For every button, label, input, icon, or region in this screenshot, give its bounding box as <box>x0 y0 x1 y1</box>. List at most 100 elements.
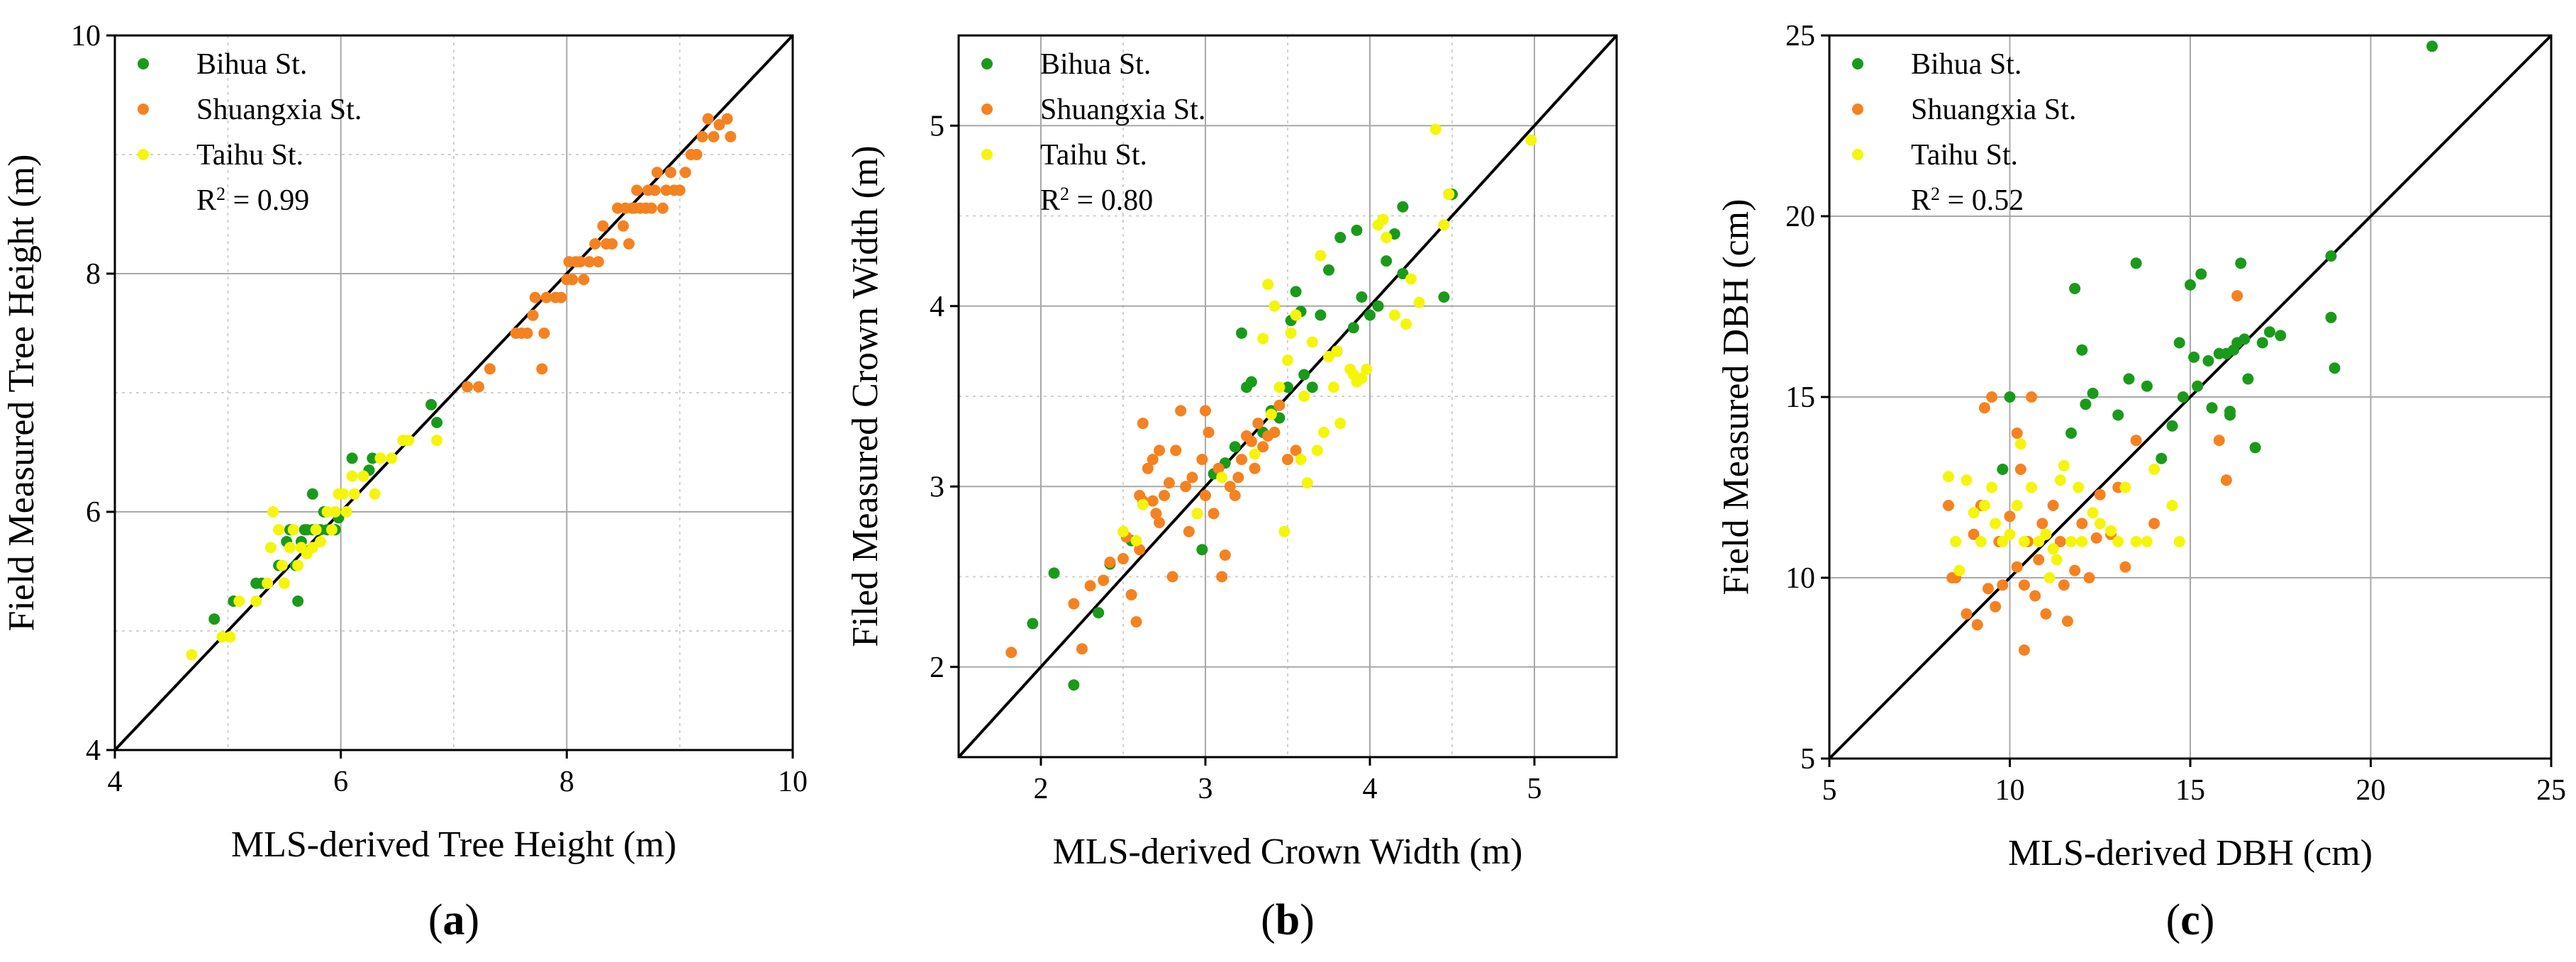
point-bihua-st <box>2080 398 2092 410</box>
y-tick-label: 20 <box>1785 201 1815 233</box>
point-taihu-st <box>1117 525 1129 537</box>
scatter-points-a <box>186 113 737 661</box>
point-taihu-st <box>2105 525 2117 537</box>
point-shuangxia-st <box>2130 435 2142 447</box>
point-taihu-st <box>1311 444 1323 457</box>
panel-label-b: (b) <box>1261 896 1315 944</box>
point-shuangxia-st <box>1978 402 1990 414</box>
y-tick-label: 5 <box>1800 743 1815 776</box>
panel-label-c: (c) <box>2166 896 2215 944</box>
point-taihu-st <box>1377 213 1389 225</box>
scatter-points-b <box>1005 123 1537 691</box>
point-bihua-st <box>2238 333 2251 345</box>
point-shuangxia-st <box>574 256 586 268</box>
point-shuangxia-st <box>649 184 661 196</box>
point-taihu-st <box>1978 500 1990 511</box>
point-shuangxia-st <box>2058 579 2070 591</box>
point-bihua-st <box>346 452 358 464</box>
point-bihua-st <box>2141 380 2153 392</box>
point-taihu-st <box>1130 535 1142 547</box>
point-taihu-st <box>2011 500 2023 511</box>
point-shuangxia-st <box>702 113 714 125</box>
y-tick-label: 5 <box>930 110 944 142</box>
point-taihu-st <box>1525 134 1537 146</box>
point-shuangxia-st <box>1098 574 1110 586</box>
x-tick-label: 4 <box>1363 773 1378 805</box>
point-taihu-st <box>1265 408 1277 420</box>
y-tick-label: 10 <box>1785 562 1815 595</box>
point-shuangxia-st <box>708 130 720 142</box>
point-bihua-st <box>1381 255 1393 267</box>
point-taihu-st <box>1990 518 2002 530</box>
point-taihu-st <box>346 470 358 482</box>
x-axis-title-a: MLS-derived Tree Height (m) <box>231 824 676 865</box>
point-bihua-st <box>2188 351 2200 363</box>
point-taihu-st <box>1405 273 1417 285</box>
point-taihu-st <box>2130 536 2142 547</box>
point-taihu-st <box>2112 536 2124 547</box>
point-taihu-st <box>321 506 333 518</box>
point-shuangxia-st <box>1942 500 1954 511</box>
panel-c: 5 10 15 20 25 5 10 15 20 25 Bihua St. Shuangxia S… <box>1716 20 2566 944</box>
point-shuangxia-st <box>618 220 629 232</box>
point-bihua-st <box>2263 326 2275 338</box>
point-taihu-st <box>250 595 262 607</box>
point-bihua-st <box>1048 567 1060 579</box>
point-shuangxia-st <box>567 274 579 286</box>
point-shuangxia-st <box>674 184 686 196</box>
point-shuangxia-st <box>721 113 733 125</box>
point-taihu-st <box>1298 391 1310 402</box>
point-shuangxia-st <box>2040 608 2052 620</box>
point-bihua-st <box>1997 464 2009 475</box>
point-shuangxia-st <box>1961 608 1973 620</box>
point-shuangxia-st <box>597 220 609 232</box>
point-shuangxia-st <box>2231 290 2243 302</box>
point-shuangxia-st <box>1269 426 1281 438</box>
point-taihu-st <box>2076 536 2088 547</box>
point-shuangxia-st <box>540 291 552 303</box>
point-shuangxia-st <box>1245 435 1257 447</box>
point-shuangxia-st <box>584 256 596 268</box>
point-taihu-st <box>1249 448 1261 460</box>
point-shuangxia-st <box>1154 517 1166 529</box>
point-taihu-st <box>1356 372 1368 384</box>
point-taihu-st <box>1323 351 1334 363</box>
legend-marker-shuangxia <box>138 104 149 115</box>
point-bihua-st <box>306 488 318 500</box>
point-taihu-st <box>348 488 360 500</box>
point-shuangxia-st <box>2220 474 2232 486</box>
point-shuangxia-st <box>1154 444 1166 457</box>
point-taihu-st <box>1438 219 1450 231</box>
legend-label-taihu: Taihu St. <box>196 139 303 172</box>
axis-ticks-a: 4 6 8 10 4 6 8 10 <box>71 20 808 798</box>
point-shuangxia-st <box>657 202 669 214</box>
point-shuangxia-st <box>2018 579 2030 591</box>
point-taihu-st <box>369 488 381 500</box>
panel-a: 4 6 8 10 4 6 8 10 Bihua St. Shuangxia St. Taihu… <box>1 20 808 944</box>
point-shuangxia-st <box>2119 561 2131 573</box>
point-shuangxia-st <box>612 202 624 214</box>
point-bihua-st <box>367 452 379 464</box>
point-bihua-st <box>425 398 437 410</box>
point-shuangxia-st <box>725 130 737 142</box>
one-to-one-line <box>1828 34 2553 760</box>
point-taihu-st <box>2148 464 2160 475</box>
axis-ticks-b: 2 3 4 5 2 3 4 5 <box>930 110 1542 805</box>
legend-label-taihu: Taihu St. <box>1040 139 1147 172</box>
point-bihua-st <box>1306 381 1318 393</box>
point-taihu-st <box>306 542 318 554</box>
legend-label-bihua: Bihua St. <box>196 48 307 81</box>
point-bihua-st <box>2192 380 2204 392</box>
point-shuangxia-st <box>623 238 635 250</box>
point-shuangxia-st <box>1166 571 1178 583</box>
point-taihu-st <box>2173 536 2185 547</box>
point-taihu-st <box>264 542 277 554</box>
point-shuangxia-st <box>1200 489 1211 501</box>
point-bihua-st <box>1229 441 1241 453</box>
point-taihu-st <box>2087 507 2099 519</box>
point-shuangxia-st <box>651 167 663 179</box>
point-shuangxia-st <box>645 202 657 214</box>
point-shuangxia-st <box>1216 571 1228 583</box>
point-taihu-st <box>186 649 198 661</box>
point-shuangxia-st <box>2054 536 2066 547</box>
